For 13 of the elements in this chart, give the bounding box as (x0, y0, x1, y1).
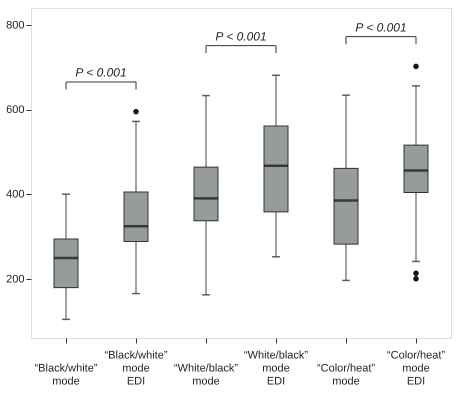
y-tick-label: 400 (6, 188, 24, 201)
annotation: P < 0.001 (355, 20, 407, 34)
x-tick-label: “Black/white” mode (34, 362, 98, 388)
x-tick-label: “Color/heat” mode EDI (386, 350, 446, 388)
x-tick-label: “White/black” mode EDI (244, 350, 308, 388)
x-tick-label: “Color/heat” mode (316, 362, 376, 388)
annotation: P < 0.001 (215, 29, 267, 44)
y-tick-label: 200 (6, 273, 24, 286)
annotation: P < 0.001 (75, 66, 127, 80)
x-tick-label: “White/black” mode (174, 362, 238, 388)
y-tick-label: 600 (6, 104, 24, 116)
y-tick-label: 800 (6, 19, 24, 32)
x-tick-label: “Black/white” mode EDI (104, 350, 168, 388)
